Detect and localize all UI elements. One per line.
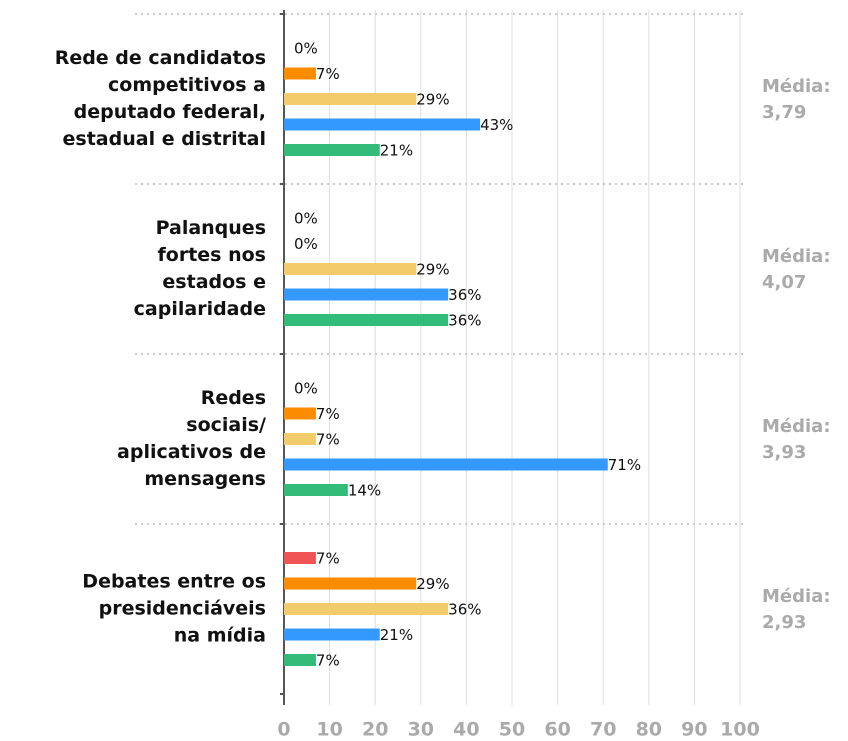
x-tick-label: 60 (544, 719, 570, 741)
annotation-label: Média: (762, 246, 831, 267)
x-tick-label: 80 (636, 719, 662, 741)
annotation-value: 4,07 (762, 272, 806, 293)
bar (284, 67, 316, 80)
annotation-label: Média: (762, 416, 831, 437)
bar (284, 458, 608, 471)
data-label: 36% (448, 312, 481, 330)
bar (284, 577, 417, 590)
annotation-label: Média: (762, 586, 831, 607)
data-label: 43% (480, 116, 513, 134)
data-label: 7% (316, 65, 340, 83)
data-label: 0% (294, 40, 318, 58)
annotation-value: 2,93 (762, 612, 806, 633)
bar (284, 484, 348, 496)
data-label: 7% (316, 405, 340, 423)
x-tick-label: 30 (408, 719, 434, 741)
bar (284, 654, 316, 666)
x-tick-label: 90 (681, 719, 707, 741)
x-tick-label: 50 (499, 719, 525, 741)
bar (284, 144, 380, 156)
data-label: 7% (316, 431, 340, 449)
data-label: 36% (448, 286, 481, 304)
bar (284, 603, 449, 615)
data-label: 36% (448, 601, 481, 619)
x-tick-label: 20 (362, 719, 388, 741)
bar (284, 407, 316, 420)
bar (284, 314, 449, 326)
data-label: 7% (316, 550, 340, 568)
bar (284, 288, 449, 301)
data-label: 7% (316, 652, 340, 670)
data-label: 14% (348, 482, 381, 500)
data-label: 29% (416, 575, 449, 593)
category-label: Redes sociais/ aplicativos de mensagens (117, 387, 266, 490)
data-label: 21% (380, 626, 413, 644)
data-label: 0% (294, 380, 318, 398)
category-label: Palanques fortes nos estados e capilarid… (133, 217, 266, 320)
annotation-value: 3,79 (762, 102, 806, 123)
category-label: Debates entre os presidenciáveis na mídi… (82, 570, 266, 647)
x-tick-label: 100 (720, 719, 760, 741)
data-label: 21% (380, 142, 413, 160)
x-tick-label: 10 (316, 719, 342, 741)
bar (284, 118, 481, 131)
data-label: 71% (608, 456, 641, 474)
x-tick-label: 70 (590, 719, 616, 741)
bar (284, 628, 380, 641)
bar (284, 552, 316, 564)
data-label: 0% (294, 210, 318, 228)
bar (284, 263, 417, 275)
data-label: 29% (416, 261, 449, 279)
bar (284, 93, 417, 105)
annotation-value: 3,93 (762, 442, 806, 463)
annotation-label: Média: (762, 76, 831, 97)
bar (284, 433, 316, 445)
x-tick-label: 40 (453, 719, 479, 741)
x-tick-label: 0 (277, 719, 290, 741)
data-label: 0% (294, 235, 318, 253)
category-label: Rede de candidatos competitivos a deputa… (54, 47, 266, 150)
data-label: 29% (416, 91, 449, 109)
